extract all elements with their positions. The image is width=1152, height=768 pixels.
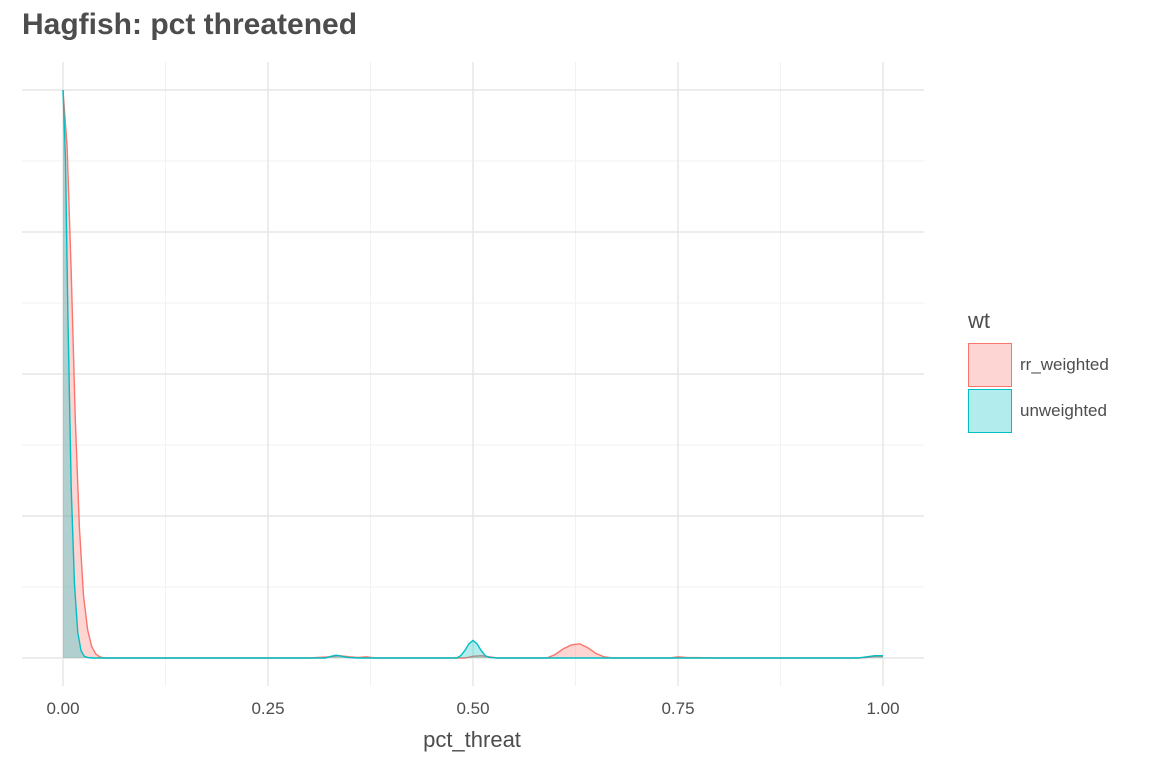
- x-tick-label: 1.00: [866, 699, 899, 718]
- x-tick-label: 0.75: [661, 699, 694, 718]
- legend-key-unweighted: [968, 389, 1012, 433]
- density-areas: [62, 89, 883, 659]
- legend-label-unweighted: unweighted: [1020, 401, 1107, 420]
- legend: wt rr_weighted unweighted: [968, 308, 1109, 434]
- x-axis-ticks: 0.00 0.25 0.50 0.75 1.00: [46, 699, 899, 718]
- x-tick-label: 0.50: [456, 699, 489, 718]
- x-axis-title: pct_threat: [423, 727, 521, 752]
- legend-label-rr-weighted: rr_weighted: [1020, 355, 1109, 374]
- legend-key-rr-weighted: [968, 343, 1012, 387]
- legend-item-unweighted: unweighted: [968, 388, 1109, 434]
- x-tick-label: 0.00: [46, 699, 79, 718]
- legend-title: wt: [968, 308, 990, 333]
- x-tick-label: 0.25: [251, 699, 284, 718]
- density-line-unweighted: [62, 89, 883, 659]
- chart-title: Hagfish: pct threatened: [22, 8, 358, 41]
- grid: [22, 62, 924, 686]
- legend-item-rr-weighted: rr_weighted: [968, 342, 1109, 388]
